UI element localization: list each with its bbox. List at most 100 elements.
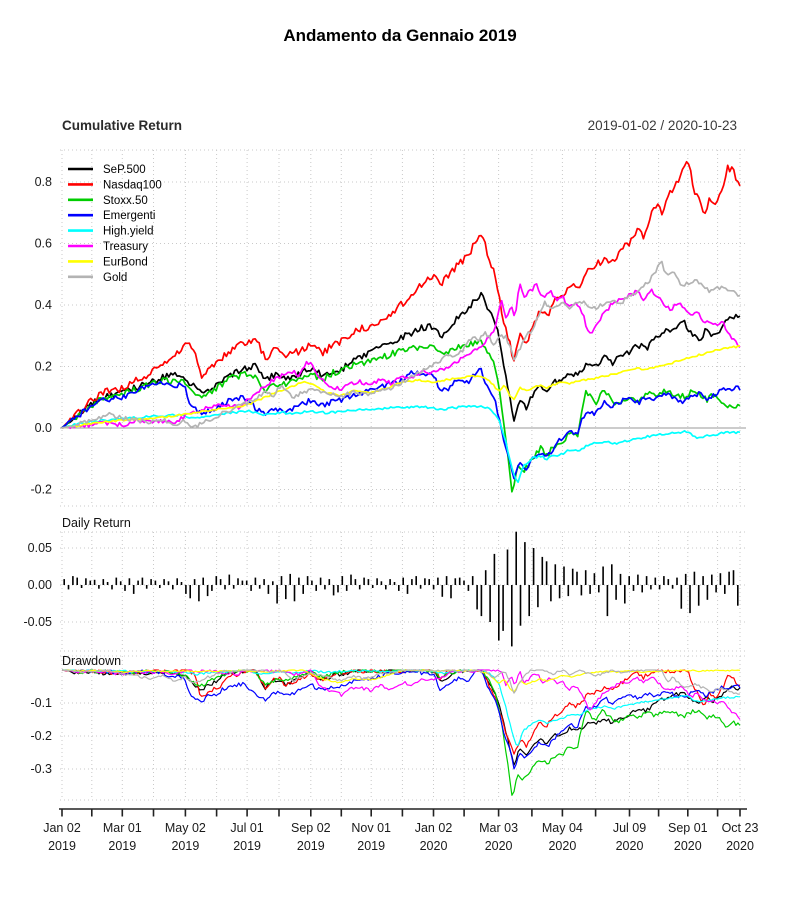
y-tick-label: 0.00	[28, 578, 52, 592]
y-tick-label: -0.2	[30, 483, 52, 497]
x-tick-label: Sep 01	[668, 821, 708, 835]
drawdown-panel	[61, 669, 741, 796]
daily-return-bar	[80, 585, 83, 588]
daily-return-bar	[724, 585, 726, 594]
daily-return-bar	[502, 585, 504, 631]
daily-return-bar	[689, 585, 691, 614]
daily-return-bar	[393, 582, 396, 585]
daily-return-bar	[306, 576, 309, 585]
daily-return-bar	[167, 581, 170, 585]
daily-return-bar	[541, 556, 544, 585]
daily-return-bar	[276, 585, 278, 604]
daily-return-bar	[119, 581, 122, 585]
daily-return-bar	[476, 585, 478, 610]
y-tick-label: 0.05	[28, 541, 52, 555]
series-line-stoxx-50	[61, 669, 741, 796]
daily-return-bar	[602, 566, 604, 585]
y-tick-label: 0.0	[35, 421, 52, 435]
y-tick-label: 0.6	[35, 237, 52, 251]
drawdown-title: Drawdown	[62, 654, 121, 668]
daily-return-bar	[511, 585, 513, 647]
series-line-gold	[61, 669, 741, 695]
daily-return-bar	[611, 564, 613, 585]
daily-return-bar	[563, 566, 565, 585]
daily-return-bar	[428, 579, 430, 585]
daily-return-bar	[319, 577, 322, 585]
daily-return-bar	[67, 585, 70, 590]
daily-return-bar	[241, 580, 244, 585]
daily-return-bar	[258, 585, 261, 589]
daily-return-bar	[376, 578, 378, 585]
legend-item: EurBond	[68, 256, 148, 268]
daily-return-bar	[619, 573, 622, 585]
daily-return-bar	[589, 585, 591, 594]
daily-return-bar	[189, 585, 191, 599]
series-line-treasury	[61, 669, 741, 720]
series-line-emergenti	[61, 669, 741, 770]
daily-return-bar	[341, 576, 344, 585]
daily-return-bar	[702, 576, 704, 585]
daily-return-bar	[124, 585, 126, 591]
daily-return-bar	[176, 578, 178, 585]
daily-return-bar	[515, 531, 517, 585]
daily-return-bar	[219, 579, 222, 585]
daily-return-bar	[680, 585, 683, 609]
daily-return-bar	[254, 577, 257, 585]
daily-return-bar	[180, 582, 183, 585]
daily-return-bar	[93, 579, 96, 585]
daily-return-bar	[658, 585, 661, 590]
daily-return-bar	[293, 585, 296, 602]
legend-item: SeP.500	[68, 164, 146, 176]
y-tick-label: -0.05	[24, 615, 53, 629]
daily-return-bar	[215, 576, 218, 585]
daily-return-bar	[584, 570, 587, 585]
daily-return-bar	[437, 577, 439, 585]
daily-return-bar	[506, 549, 509, 585]
x-tick-label: Oct 23	[722, 821, 759, 835]
daily-return-bar	[302, 585, 304, 594]
daily-return-bar	[385, 585, 387, 590]
daily-return-bar	[72, 576, 74, 585]
daily-return-bar	[441, 585, 444, 597]
x-tick-label-year: 2019	[233, 839, 261, 853]
daily-return-bar	[132, 585, 135, 594]
daily-return-bar	[98, 585, 100, 589]
series-line-nasdaq100	[61, 160, 741, 429]
gridlines	[60, 149, 746, 801]
daily-return-bar	[232, 585, 235, 589]
daily-return-bar	[632, 585, 635, 591]
x-tick-label: Sep 02	[291, 821, 331, 835]
series-line-treasury	[61, 283, 741, 430]
daily-return-bar	[328, 579, 331, 585]
daily-return-bar	[654, 577, 657, 585]
x-tick-label-year: 2019	[357, 839, 385, 853]
daily-return-bar	[172, 585, 174, 590]
daily-return-bar	[367, 579, 370, 585]
series-line-gold	[61, 260, 741, 429]
daily-return-bar	[398, 585, 400, 591]
daily-return-bar	[445, 576, 448, 585]
daily-return-bar	[163, 579, 165, 585]
daily-return-bar	[324, 585, 326, 590]
daily-return-bar	[380, 581, 383, 585]
daily-return-bar	[537, 585, 539, 608]
daily-return-title: Daily Return	[62, 516, 131, 530]
daily-return-bar	[371, 585, 374, 588]
cumulative-return-panel	[61, 160, 741, 493]
x-tick-label: Nov 01	[351, 821, 391, 835]
legend-label: SeP.500	[103, 164, 146, 176]
daily-return-bar	[85, 578, 87, 585]
x-tick-label: Jul 01	[230, 821, 263, 835]
daily-return-bar	[76, 577, 78, 585]
x-axis: Jan 02 2019 Mar 01 2019 May 02 2019 Jul 01 2019…	[43, 808, 759, 853]
legend-item: Stoxx.50	[68, 195, 148, 207]
x-tick-label: May 02	[165, 821, 206, 835]
y-tick-label: 0.8	[35, 175, 52, 189]
legend-item: Treasury	[68, 241, 148, 253]
x-tick-label-year: 2020	[616, 839, 644, 853]
daily-return-bar	[711, 574, 713, 585]
legend-item: Gold	[68, 272, 127, 284]
daily-return-bar	[676, 577, 678, 585]
daily-return-bar	[280, 576, 283, 585]
